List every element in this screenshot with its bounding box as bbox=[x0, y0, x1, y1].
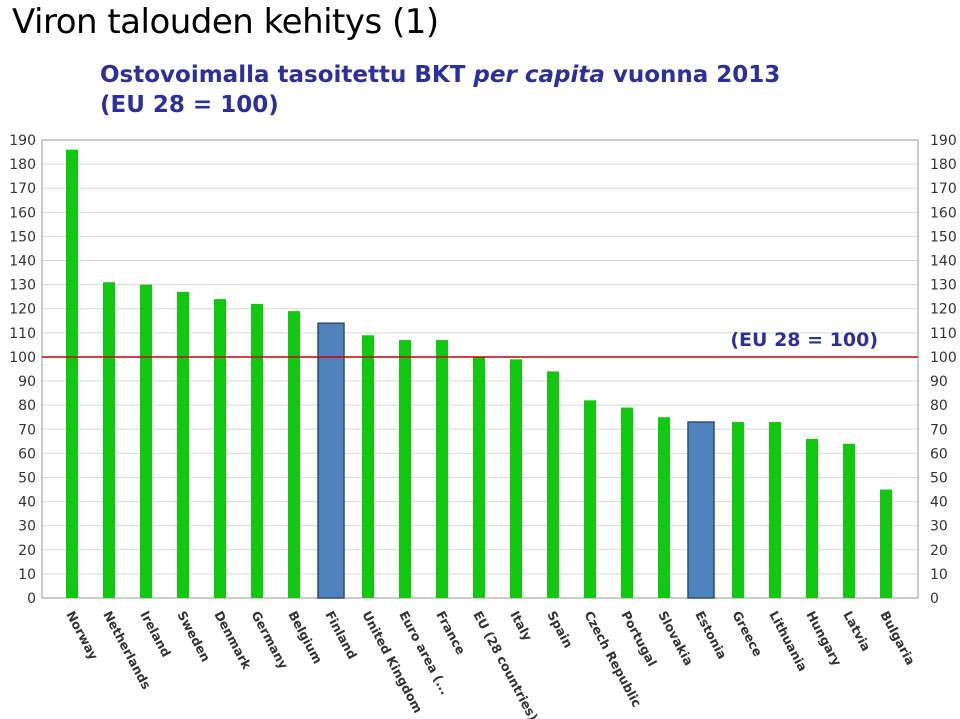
y-tick-label-right: 20 bbox=[930, 543, 948, 559]
y-tick-label-left: 100 bbox=[9, 350, 36, 366]
bars bbox=[66, 149, 892, 599]
y-tick-label-left: 60 bbox=[18, 446, 36, 462]
bar-france bbox=[436, 340, 448, 598]
y-tick-label-right: 10 bbox=[930, 567, 948, 583]
subtitle-base-text: (EU 28 = 100) bbox=[100, 92, 279, 118]
y-tick-label-right: 60 bbox=[930, 446, 948, 462]
subtitle-year-text: vuonna 2013 bbox=[604, 62, 781, 88]
x-tick-label: Portugal bbox=[618, 608, 660, 668]
x-tick-label: Ireland bbox=[137, 608, 174, 659]
x-tick-label: France bbox=[433, 608, 468, 657]
bar-belgium bbox=[288, 311, 300, 598]
x-tick-label: Belgium bbox=[285, 608, 325, 666]
bar-lithuania bbox=[769, 422, 781, 598]
x-tick-label: Spain bbox=[544, 608, 576, 650]
y-axis-left: 0 10 20 30 40 50 60 70 80 90 100 110 120 130 140 150 160… bbox=[9, 133, 36, 607]
y-tick-label-left: 120 bbox=[9, 302, 36, 318]
y-tick-label-right: 90 bbox=[930, 374, 948, 390]
reference-line-group: (EU 28 = 100) bbox=[42, 329, 918, 358]
y-tick-label-right: 30 bbox=[930, 519, 948, 535]
x-tick-label: Italy bbox=[507, 608, 535, 643]
y-tick-label-right: 70 bbox=[930, 422, 948, 438]
bar-bulgaria bbox=[880, 489, 892, 598]
bar-italy bbox=[510, 359, 522, 598]
bar-czech-republic bbox=[584, 400, 596, 598]
bar-norway bbox=[66, 149, 78, 599]
x-tick-label: Estonia bbox=[692, 608, 730, 661]
x-tick-label: Finland bbox=[322, 608, 360, 661]
y-tick-label-left: 10 bbox=[18, 567, 36, 583]
y-tick-label-left: 150 bbox=[9, 229, 36, 245]
y-tick-label-right: 0 bbox=[930, 591, 939, 607]
x-tick-label: Denmark bbox=[211, 608, 254, 672]
y-tick-label-left: 40 bbox=[18, 495, 36, 511]
bar-greece bbox=[732, 422, 744, 598]
chart-subtitle: Ostovoimalla tasoitettu BKT per capita v… bbox=[100, 60, 780, 120]
x-tick-label: Slovakia bbox=[655, 608, 696, 668]
y-tick-label-left: 90 bbox=[18, 374, 36, 390]
y-tick-label-right: 160 bbox=[930, 205, 957, 221]
x-tick-label: Greece bbox=[729, 608, 765, 659]
y-tick-label-right: 150 bbox=[930, 229, 957, 245]
bar-united-kingdom bbox=[362, 335, 374, 598]
y-tick-label-right: 180 bbox=[930, 157, 957, 173]
y-tick-label-right: 140 bbox=[930, 254, 957, 270]
y-tick-label-right: 50 bbox=[930, 470, 948, 486]
y-tick-label-left: 180 bbox=[9, 157, 36, 173]
subtitle-text: Ostovoimalla tasoitettu BKT bbox=[100, 62, 474, 88]
bar-chart: (EU 28 = 100) 01020304050607080901001101… bbox=[9, 133, 957, 719]
reference-line-label: (EU 28 = 100) bbox=[730, 329, 878, 351]
y-tick-label-left: 170 bbox=[9, 181, 36, 197]
x-tick-label: Hungary bbox=[803, 608, 844, 668]
subtitle-italic-text: per capita bbox=[473, 62, 605, 88]
y-tick-label-right: 110 bbox=[930, 326, 957, 342]
y-tick-label-right: 130 bbox=[930, 278, 957, 294]
slide-title: Viron talouden kehitys (1) bbox=[12, 2, 439, 42]
y-tick-label-left: 70 bbox=[18, 422, 36, 438]
y-tick-label-right: 80 bbox=[930, 398, 948, 414]
x-tick-label: Sweden bbox=[174, 608, 213, 664]
y-tick-label-left: 30 bbox=[18, 519, 36, 535]
x-tick-label: Lithuania bbox=[766, 608, 810, 673]
bar-denmark bbox=[214, 299, 226, 598]
y-tick-label-left: 190 bbox=[9, 133, 36, 149]
y-tick-label-right: 170 bbox=[930, 181, 957, 197]
y-tick-label-left: 160 bbox=[9, 205, 36, 221]
y-tick-label-left: 110 bbox=[9, 326, 36, 342]
x-tick-label: Germany bbox=[248, 608, 291, 671]
bar-euro-area bbox=[399, 340, 411, 598]
y-tick-label-right: 120 bbox=[930, 302, 957, 318]
y-tick-label-left: 50 bbox=[18, 470, 36, 486]
bar-finland bbox=[317, 322, 345, 599]
y-tick-label-right: 190 bbox=[930, 133, 957, 149]
bar-eu-28-countries bbox=[473, 356, 485, 598]
x-tick-label: Norway bbox=[63, 608, 101, 662]
bar-netherlands bbox=[103, 282, 115, 598]
y-tick-label-right: 40 bbox=[930, 495, 948, 511]
y-tick-label-left: 80 bbox=[18, 398, 36, 414]
bar-spain bbox=[547, 371, 559, 598]
bar-germany bbox=[251, 303, 263, 598]
bar-hungary bbox=[806, 438, 818, 598]
y-axis-right: 0 10 20 30 40 50 60 70 80 90 100 110 120 130 140 150 160… bbox=[930, 133, 957, 607]
bar-portugal bbox=[621, 407, 633, 598]
y-tick-label-left: 0 bbox=[27, 591, 36, 607]
bar-ireland bbox=[140, 284, 152, 598]
bar-sweden bbox=[177, 291, 189, 598]
y-tick-label-left: 130 bbox=[9, 278, 36, 294]
x-tick-label: Latvia bbox=[840, 608, 874, 653]
bar-slovakia bbox=[658, 417, 670, 598]
y-tick-label-right: 100 bbox=[930, 350, 957, 366]
x-tick-label: Bulgaria bbox=[877, 608, 918, 667]
y-tick-label-left: 140 bbox=[9, 254, 36, 270]
bar-latvia bbox=[843, 443, 855, 598]
bar-estonia bbox=[687, 421, 715, 599]
y-tick-label-left: 20 bbox=[18, 543, 36, 559]
